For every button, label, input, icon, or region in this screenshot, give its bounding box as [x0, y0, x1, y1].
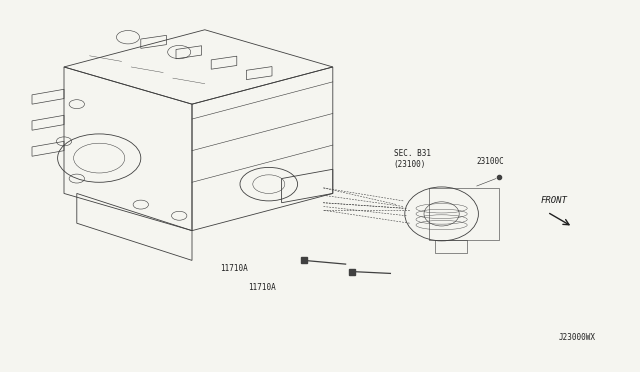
Text: J23000WX: J23000WX	[558, 333, 595, 342]
Text: 11710A: 11710A	[220, 264, 248, 273]
Text: SEC. B31
(23100): SEC. B31 (23100)	[394, 149, 431, 169]
Text: 23100C: 23100C	[477, 157, 504, 166]
Text: 11710A: 11710A	[248, 283, 276, 292]
Text: FRONT: FRONT	[541, 196, 568, 205]
